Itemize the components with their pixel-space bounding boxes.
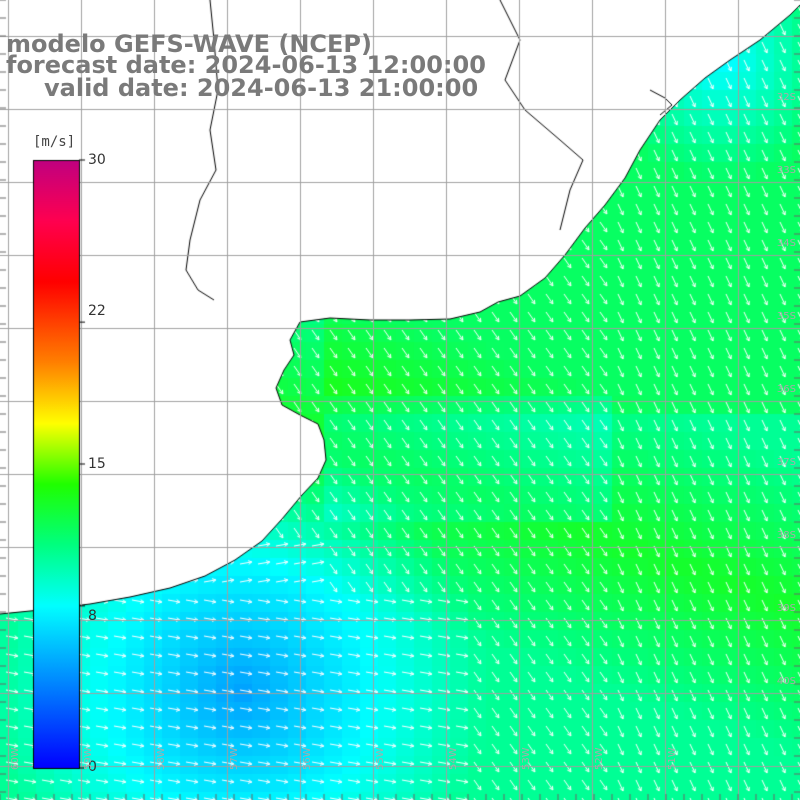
lat-label: 40S [776, 676, 796, 687]
colorbar-tick-22: 22 [88, 303, 106, 319]
lon-label: 57W [229, 747, 240, 770]
colorbar-tick-8: 8 [88, 608, 97, 624]
lat-label: 39S [776, 603, 796, 614]
valid-date: valid date: 2024-06-13 21:00:00 [44, 74, 479, 102]
lat-label: 38S [776, 530, 796, 541]
lon-label: 51W [667, 747, 678, 770]
lon-label: 59W [83, 747, 94, 770]
forecast-date: forecast date: 2024-06-13 12:00:00 [6, 51, 486, 79]
lon-label: 60W [10, 747, 21, 770]
lon-label: 58W [156, 747, 167, 770]
colorbar-tick-15: 15 [88, 456, 106, 472]
lat-label: 32S [776, 92, 796, 103]
lat-label: 33S [776, 165, 796, 176]
lon-label: 54W [448, 747, 459, 770]
lon-label: 53W [521, 747, 532, 770]
colorbar-tick-30: 30 [88, 152, 106, 168]
lon-label: 52W [594, 747, 605, 770]
lat-label: 36S [776, 384, 796, 395]
lat-label: 37S [776, 457, 796, 468]
lat-label: 35S [776, 311, 796, 322]
lon-label: 56W [302, 747, 313, 770]
colorbar-tick-0: 0 [88, 759, 97, 775]
lat-label: 34S [776, 238, 796, 249]
model-title: modelo GEFS-WAVE (NCEP) [6, 30, 372, 58]
colorbar-unit: [m/s] [33, 134, 76, 150]
lon-label: 55W [375, 747, 386, 770]
